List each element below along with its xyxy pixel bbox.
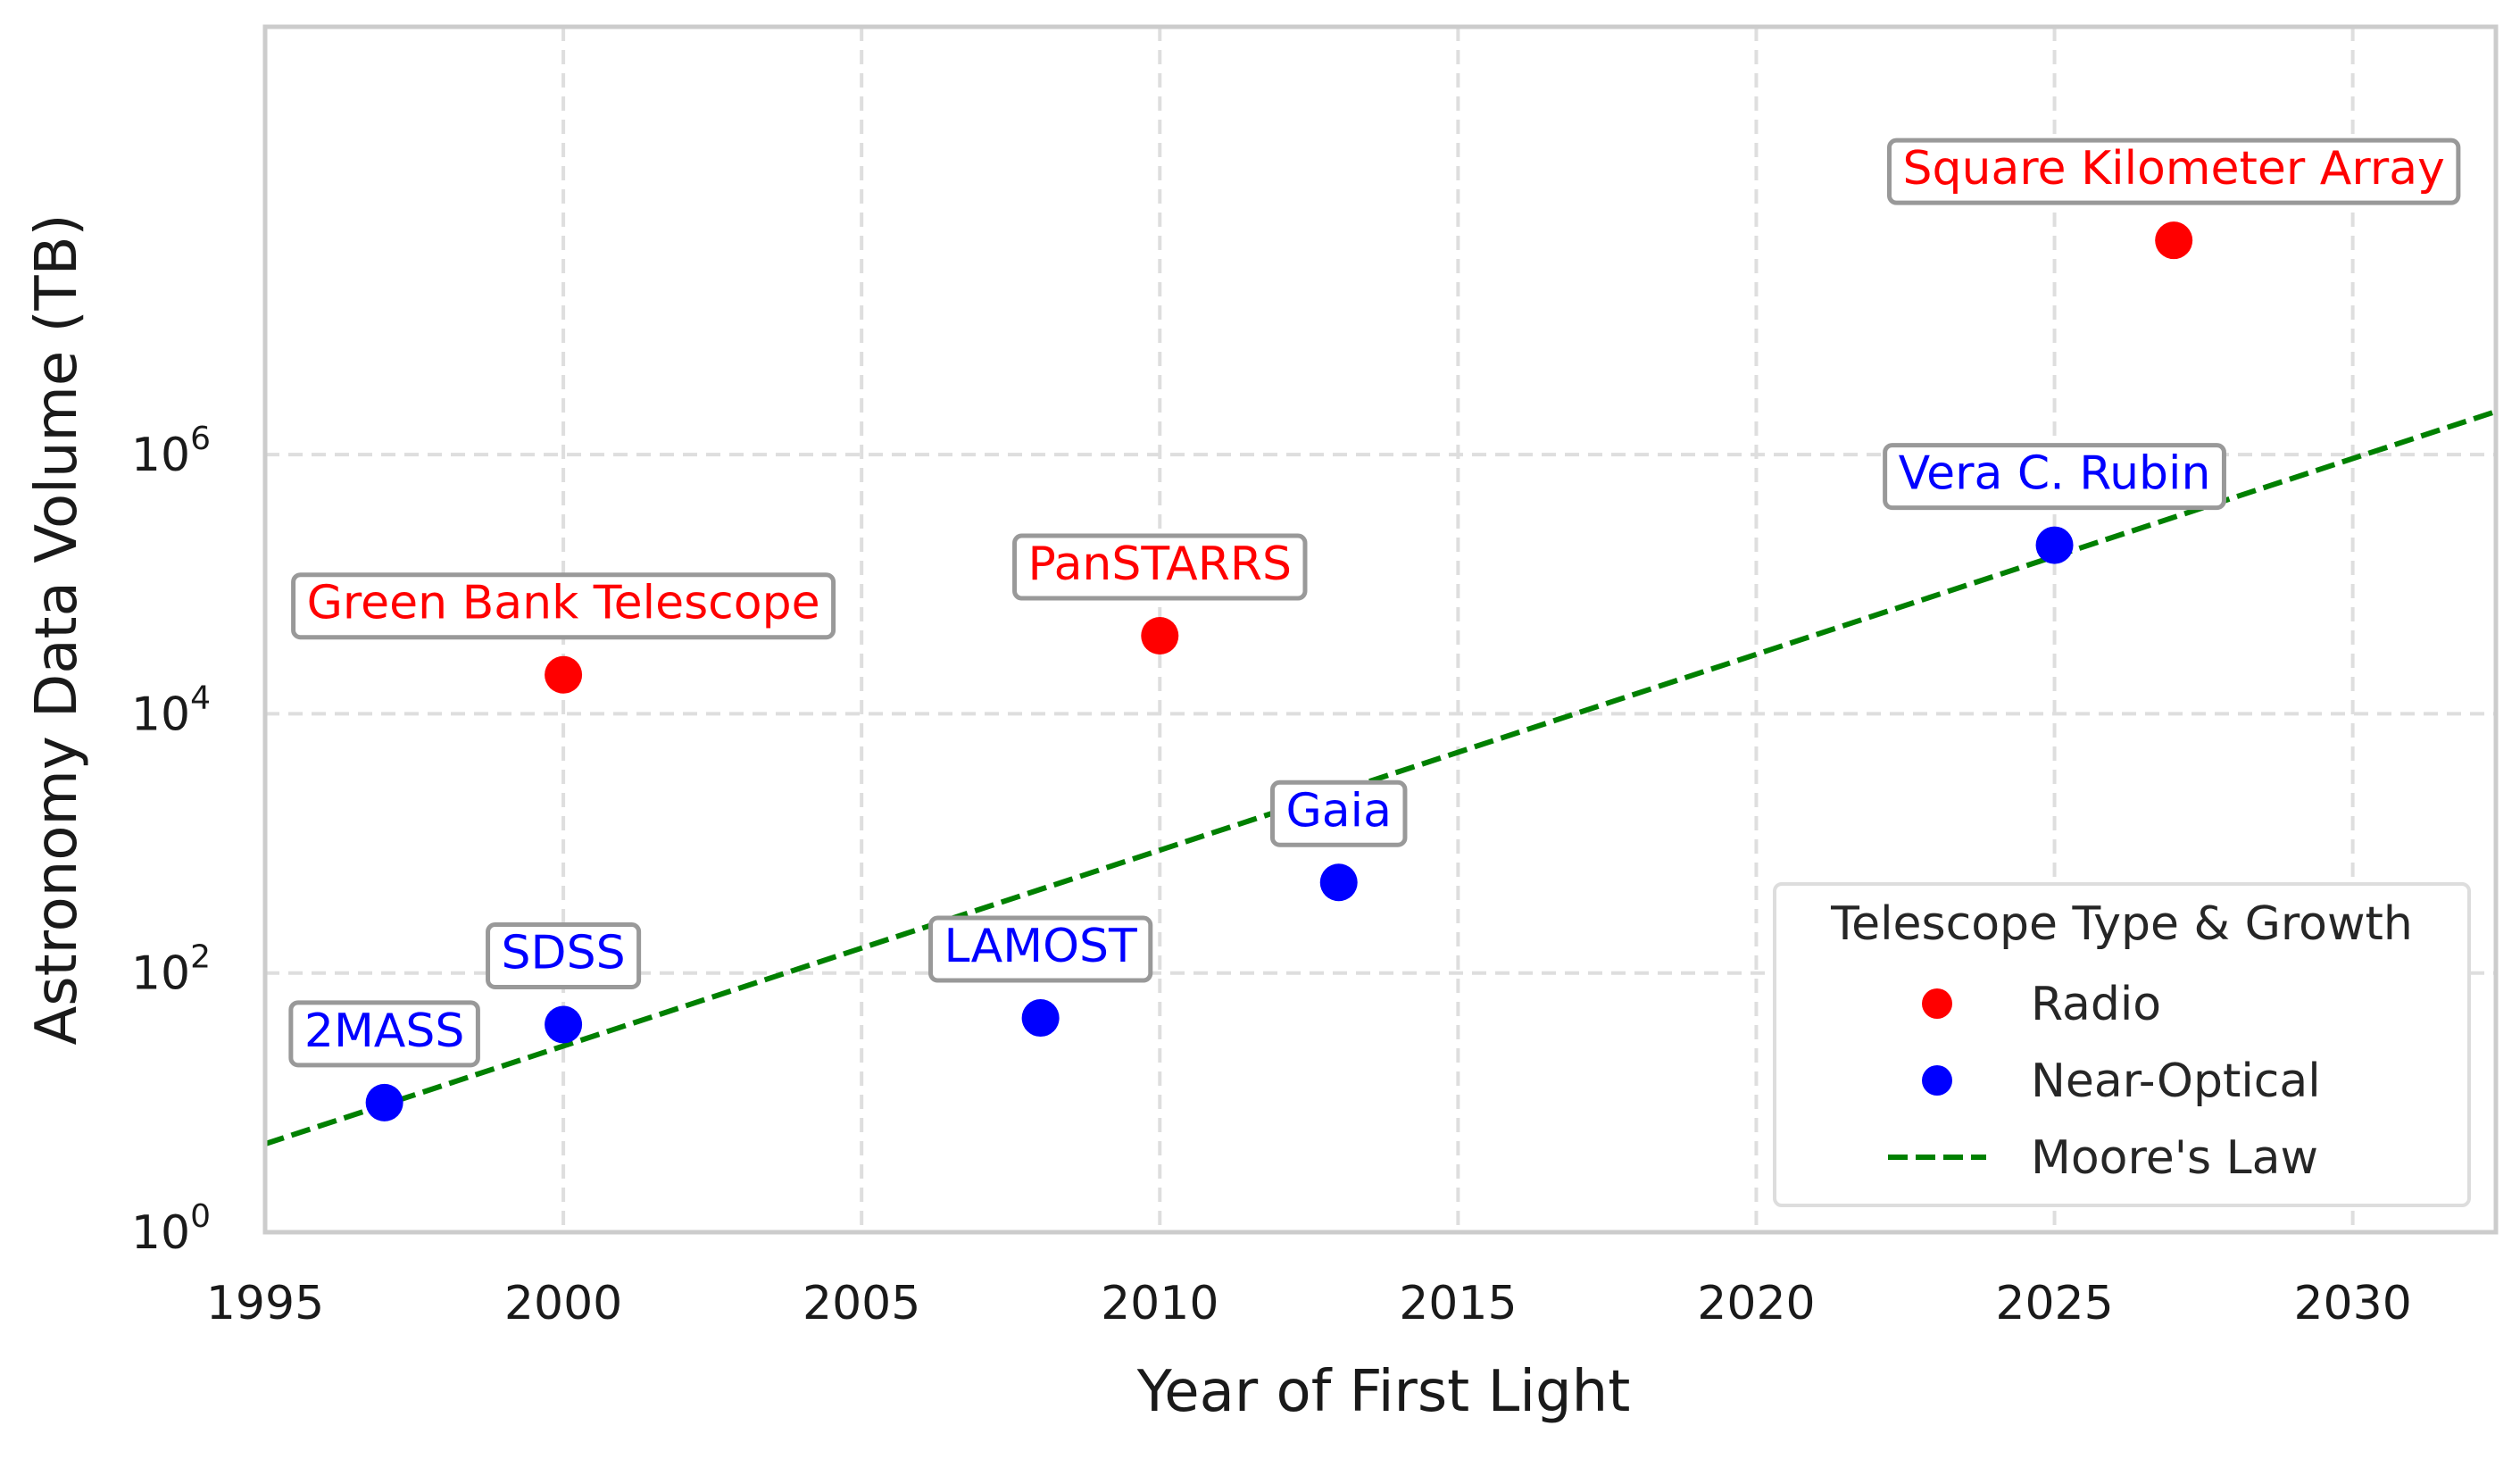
- point-label-box: [486, 921, 642, 989]
- legend-dot-marker: [1922, 988, 1952, 1019]
- data-point: [2035, 526, 2074, 564]
- data-point: [1319, 863, 1358, 902]
- legend-entry-label: Moore's Law: [2031, 1131, 2318, 1185]
- x-tick-label: 2025: [1995, 1277, 2113, 1330]
- x-tick-label: 2005: [803, 1277, 920, 1330]
- point-label: Vera C. Rubin: [1899, 447, 2211, 501]
- point-label-box: [1886, 138, 2461, 205]
- point-label: Square Kilometer Array: [1902, 142, 2444, 196]
- data-point: [365, 1083, 403, 1121]
- moores-law-line: [264, 409, 2497, 1146]
- x-tick-label: 1995: [206, 1277, 324, 1330]
- y-tick-label: 100: [131, 1198, 211, 1260]
- x-tick-label: 2020: [1697, 1277, 1815, 1330]
- point-label-box: [288, 1000, 480, 1068]
- point-label-box: [291, 572, 836, 640]
- legend-box: [1773, 882, 2471, 1207]
- y-tick-label: 102: [131, 939, 211, 1001]
- point-label-box: [927, 915, 1153, 983]
- legend-dot-marker: [1922, 1065, 1952, 1096]
- data-point: [1141, 617, 1179, 655]
- y-axis-ticks: 100 102 104 106: [131, 421, 211, 1260]
- point-label: SDSS: [502, 926, 626, 980]
- data-point: [545, 1005, 583, 1044]
- point-label: Gaia: [1285, 784, 1391, 838]
- point-labels: 2MASS SDSS Green Bank Telescope LAMOST PanST…: [288, 138, 2461, 1068]
- trend-line-group: [264, 409, 2497, 1146]
- legend-entry-label: Radio: [2031, 978, 2161, 1031]
- data-point: [2155, 221, 2193, 260]
- x-tick-label: 2000: [504, 1277, 622, 1330]
- legend: Telescope Type & Growth Radio Near-Optical…: [1773, 882, 2471, 1207]
- point-label-box: [1269, 780, 1408, 847]
- data-point: [545, 655, 583, 694]
- plot-frame: [262, 24, 2499, 1235]
- x-axis-ticks: 1995 2000 2005 2010 2015 2020 2025 2030: [206, 1277, 2412, 1330]
- point-label-box: [1012, 533, 1308, 601]
- x-axis-label: Year of First Light: [1136, 1359, 1631, 1425]
- legend-title: Telescope Type & Growth: [1830, 897, 2413, 951]
- point-label: 2MASS: [304, 1005, 465, 1058]
- y-tick-label: 104: [131, 679, 211, 741]
- x-tick-label: 2015: [1399, 1277, 1517, 1330]
- point-label-box: [1883, 443, 2226, 511]
- y-axis-label: Astronomy Data Volume (TB): [24, 213, 90, 1045]
- point-label: LAMOST: [944, 920, 1137, 973]
- data-point: [1021, 999, 1060, 1038]
- x-tick-label: 2030: [2293, 1277, 2411, 1330]
- data-points: [365, 221, 2193, 1121]
- x-tick-label: 2010: [1101, 1277, 1218, 1330]
- point-label: Green Bank Telescope: [307, 577, 820, 630]
- point-label: PanSTARRS: [1028, 538, 1292, 591]
- y-tick-label: 106: [131, 421, 211, 482]
- legend-entry-label: Near-Optical: [2031, 1055, 2321, 1108]
